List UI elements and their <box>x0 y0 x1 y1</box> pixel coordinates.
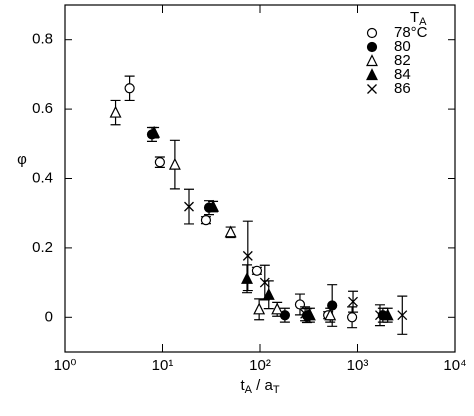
legend-label: 84 <box>394 66 411 83</box>
legend-title: TA <box>410 9 427 28</box>
point <box>253 302 266 315</box>
point <box>294 299 306 310</box>
point <box>300 308 311 319</box>
y-axis-label: φ <box>17 151 27 168</box>
point <box>184 201 194 212</box>
point <box>303 308 316 321</box>
y-tick-label: 0.4 <box>32 169 53 186</box>
y-tick-label: 0.8 <box>32 31 53 48</box>
x-label-part: t <box>240 377 245 394</box>
x-axis-label: tA / aT <box>240 377 279 396</box>
point <box>348 296 358 307</box>
point <box>154 157 165 168</box>
legend-marker <box>366 54 378 67</box>
x-label-part: / a <box>252 377 274 394</box>
x-tick-label: 10⁰ <box>54 357 77 374</box>
point <box>200 215 212 226</box>
point <box>271 302 284 315</box>
legend-marker <box>367 84 377 94</box>
x-label-part: T <box>273 384 280 396</box>
legend-label: 78°C <box>394 24 428 41</box>
legend-label: 86 <box>394 80 411 97</box>
legend-title-part: A <box>419 16 427 28</box>
point <box>397 310 408 321</box>
point <box>324 308 337 321</box>
point <box>346 312 358 323</box>
point <box>242 250 253 261</box>
point <box>168 157 181 170</box>
point <box>279 310 290 321</box>
point <box>251 265 263 276</box>
legend-label: 80 <box>394 38 411 55</box>
x-label-part: A <box>245 384 253 396</box>
x-tick-label: 10⁴ <box>443 357 466 374</box>
point <box>381 308 394 321</box>
point <box>262 287 275 300</box>
point <box>148 125 161 138</box>
legend-label: 82 <box>394 52 411 69</box>
point <box>109 105 122 118</box>
legend-marker <box>366 41 378 53</box>
x-tick-label: 10³ <box>347 357 369 374</box>
legend-marker <box>366 68 378 81</box>
x-tick-label: 10¹ <box>152 357 174 374</box>
point <box>224 225 237 238</box>
y-tick-label: 0 <box>45 308 53 325</box>
x-tick-label: 10² <box>249 357 271 374</box>
point <box>207 199 220 212</box>
point <box>241 271 253 284</box>
point <box>375 310 385 321</box>
legend-title-part: T <box>410 9 419 26</box>
legend-marker <box>366 27 378 39</box>
point <box>124 83 135 94</box>
y-tick-label: 0.6 <box>32 100 53 117</box>
point <box>259 277 270 288</box>
y-tick-label: 0.2 <box>32 239 53 256</box>
